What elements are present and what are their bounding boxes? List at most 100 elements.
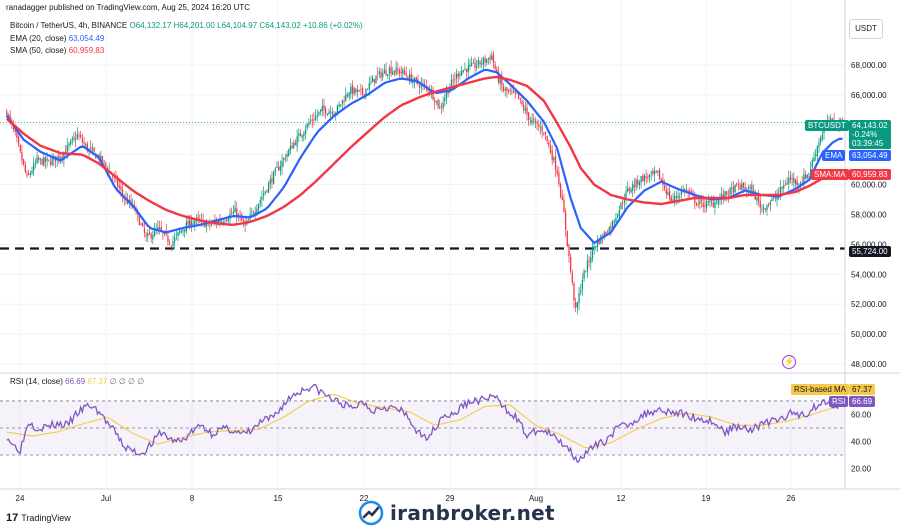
candle-body — [487, 58, 490, 60]
candle-body — [469, 64, 471, 67]
candle-body — [103, 161, 105, 162]
symbol-name[interactable]: Bitcoin / TetherUS, 4h, BINANCE — [10, 21, 128, 30]
rsi-placeholders: ∅ ∅ ∅ ∅ — [109, 377, 145, 386]
candle-body — [440, 105, 443, 107]
candle-body — [266, 190, 268, 192]
candle-body — [818, 142, 820, 147]
last-price-change: -0.24% — [852, 130, 878, 139]
candle-body — [591, 248, 594, 259]
candle-body — [769, 202, 771, 205]
candle-body — [715, 203, 718, 205]
candle-body — [620, 202, 622, 209]
candle-body — [325, 108, 327, 114]
candle-body — [86, 143, 89, 152]
candle-body — [61, 156, 63, 159]
candle-body — [764, 208, 766, 210]
currency-button[interactable]: USDT — [849, 19, 883, 39]
rsi-legend[interactable]: RSI (14, close) 66.69 67.37 ∅ ∅ ∅ ∅ — [10, 377, 144, 386]
candle-body — [175, 234, 177, 236]
candle-body — [445, 91, 448, 99]
candle-body — [454, 79, 456, 81]
candle-body — [731, 187, 733, 189]
candle-body — [242, 220, 245, 223]
alert-icon[interactable]: ⚡ — [782, 355, 796, 369]
price-tick-label: 54,000.00 — [851, 270, 887, 279]
candle-body — [14, 127, 16, 132]
candle-body — [365, 89, 367, 96]
candle-body — [625, 191, 627, 200]
ema-axis-label: EMA — [822, 150, 846, 161]
candle-body — [76, 134, 78, 139]
candle-body — [157, 226, 159, 231]
candle-body — [465, 69, 468, 73]
candle-body — [118, 185, 120, 188]
candle-body — [434, 100, 436, 103]
candle-body — [640, 176, 642, 183]
candle-body — [486, 59, 488, 64]
candle-body — [314, 115, 317, 120]
candle-body — [742, 182, 745, 188]
candle-body — [707, 201, 709, 203]
candle-body — [534, 121, 537, 122]
candle-body — [608, 227, 610, 235]
candle-body — [378, 71, 380, 74]
candle-body — [383, 70, 386, 74]
candle-body — [372, 77, 374, 83]
candle-body — [205, 223, 208, 227]
candle-body — [570, 256, 572, 272]
candle-body — [29, 173, 31, 176]
candle-body — [44, 157, 47, 163]
candle-body — [7, 115, 10, 117]
candle-body — [179, 231, 181, 233]
candle-body — [801, 182, 803, 183]
candle-body — [28, 173, 30, 175]
candle-body — [308, 122, 310, 125]
candle-body — [353, 87, 355, 94]
candle-body — [669, 190, 671, 200]
candle-body — [512, 91, 515, 92]
sma-legend[interactable]: SMA (50, close) 60,959.83 — [10, 46, 104, 55]
candle-body — [439, 107, 441, 109]
candle-body — [538, 124, 540, 127]
candle-body — [435, 101, 438, 102]
candle-body — [588, 260, 590, 262]
ohlc-low: L64,104.97 — [217, 21, 258, 30]
candle-body — [704, 205, 706, 207]
candle-body — [182, 229, 184, 232]
candle-body — [343, 101, 345, 103]
candle-body — [286, 154, 288, 158]
candle-body — [408, 74, 411, 79]
candle-body — [645, 176, 647, 178]
candle-body — [257, 203, 260, 210]
candle-body — [622, 203, 624, 205]
candle-body — [611, 220, 614, 229]
tradingview-text: TradingView — [21, 513, 71, 523]
candle-body — [111, 175, 114, 177]
candle-body — [33, 163, 35, 172]
candle-body — [326, 113, 328, 115]
candle-body — [38, 157, 40, 161]
candle-body — [298, 133, 300, 136]
candle-body — [407, 77, 409, 80]
candle-body — [462, 70, 464, 73]
candle-body — [690, 191, 693, 194]
candle-body — [121, 189, 124, 196]
sma-axis-label: SMA:MA — [811, 169, 849, 180]
candle-body — [638, 182, 641, 186]
candle-body — [209, 222, 211, 225]
candle-body — [642, 175, 644, 182]
candle-body — [734, 184, 736, 193]
sma-line — [6, 75, 843, 226]
candle-body — [49, 161, 52, 165]
candle-body — [660, 179, 662, 181]
candle-body — [593, 246, 595, 248]
ema-legend[interactable]: EMA (20, close) 63,054.49 — [10, 34, 104, 43]
candle-body — [83, 142, 85, 144]
candle-body — [507, 90, 510, 92]
time-tick-label: 22 — [360, 494, 369, 503]
price-tick-label: 52,000.00 — [851, 300, 887, 309]
candle-body — [59, 157, 62, 161]
candle-body — [147, 233, 149, 237]
candle-body — [236, 208, 238, 218]
